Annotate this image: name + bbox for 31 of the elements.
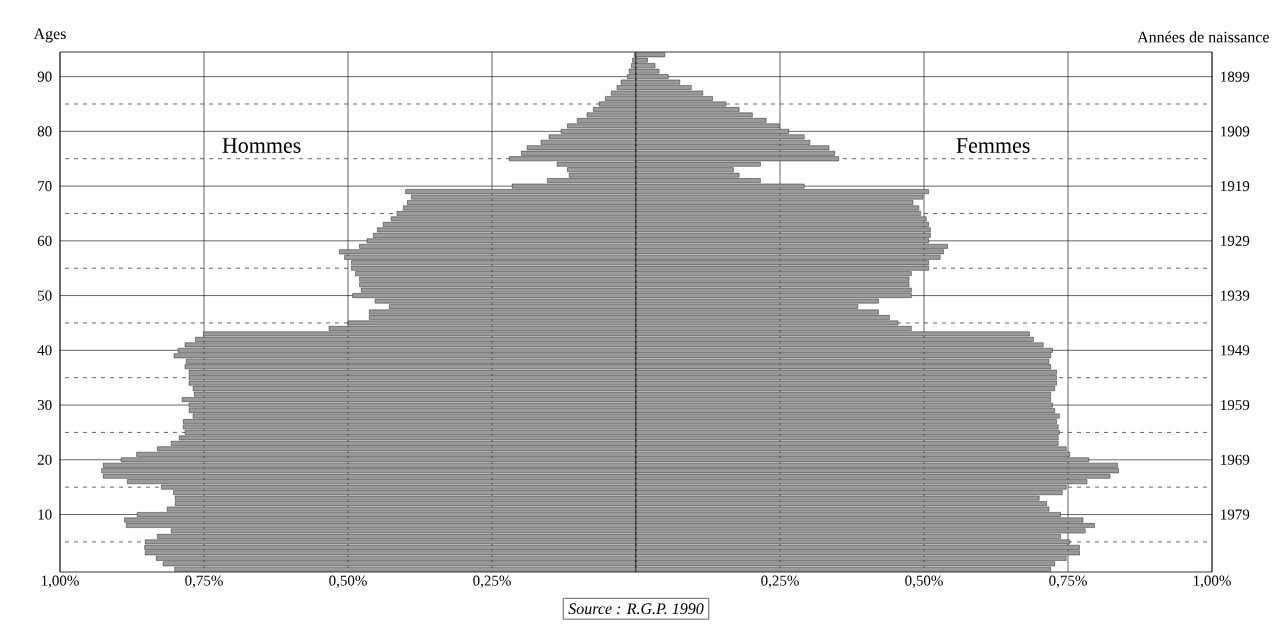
y-tick-label: 30 xyxy=(37,399,52,411)
x-tick-label: 0,75% xyxy=(185,575,223,588)
x-tick-label: 0,50% xyxy=(905,575,943,588)
y-tick-label: 1929 xyxy=(1221,235,1250,246)
y-tick-label: 1899 xyxy=(1221,71,1250,82)
x-tick-label: 0,50% xyxy=(329,575,367,588)
y-tick-label: 10 xyxy=(38,509,52,520)
y-tick-label: 1919 xyxy=(1221,181,1250,192)
x-tick-label: 0,75% xyxy=(1049,575,1087,588)
x-tick-label: 0,25% xyxy=(761,575,799,588)
x-tick-label: 0,25% xyxy=(473,575,511,588)
y-tick-label: 1969 xyxy=(1221,454,1250,465)
y-tick-label: 1939 xyxy=(1221,290,1250,301)
y-tick-label: 50 xyxy=(38,290,52,301)
y-tick-label: 60 xyxy=(37,235,52,246)
x-tick-label: 1,00% xyxy=(41,575,79,588)
y-tick-label: 70 xyxy=(38,181,52,192)
y-tick-label: 20 xyxy=(37,454,52,465)
y-tick-label: 80 xyxy=(37,126,52,137)
text: Femmes xyxy=(956,138,1030,153)
x-tick-label: 1,00% xyxy=(1193,575,1231,588)
y-tick-label: 1979 xyxy=(1221,509,1250,520)
source-note: Source : R.G.P. 1990 xyxy=(568,603,704,615)
y-tick-label: 90 xyxy=(37,71,52,82)
y-axis-title: Années de naissance xyxy=(1137,31,1269,43)
y-tick-label: 1949 xyxy=(1221,345,1250,356)
text: Hommes xyxy=(222,138,301,153)
y-tick-label: 40 xyxy=(37,345,52,356)
y-tick-label: 1909 xyxy=(1221,126,1250,137)
y-axis-title: Ages xyxy=(33,28,66,43)
y-tick-label: 1959 xyxy=(1221,400,1250,411)
